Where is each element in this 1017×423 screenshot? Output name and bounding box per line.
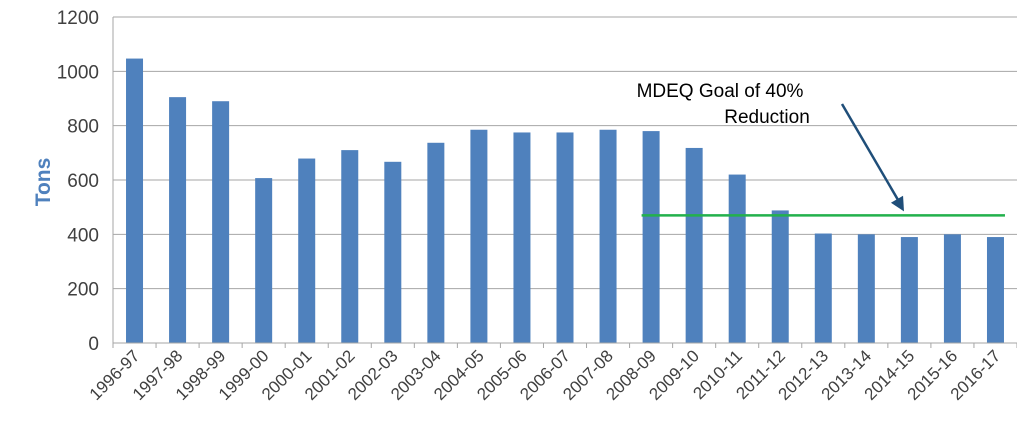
- bar: [427, 142, 445, 343]
- bar: [728, 174, 746, 343]
- x-tick-labels: 1996-971997-981998-991999-002000-012001-…: [86, 346, 1005, 404]
- y-tick-label: 600: [67, 171, 99, 192]
- y-tick-label: 0: [88, 334, 99, 355]
- y-tick-label: 400: [67, 225, 99, 246]
- annotation-line-1: MDEQ Goal of 40%: [637, 81, 804, 102]
- bar: [384, 161, 402, 343]
- y-axis-title: Tons: [32, 158, 55, 207]
- bar: [298, 158, 316, 343]
- bar: [212, 101, 230, 343]
- y-tick-label: 200: [67, 280, 99, 301]
- y-tick-label: 1200: [57, 8, 99, 29]
- bar: [900, 237, 918, 343]
- annotation-arrow: [840, 103, 902, 204]
- bar: [126, 58, 144, 343]
- y-tick-labels: 0 200 400 600 800 1000 1200: [57, 8, 99, 355]
- bar: [814, 233, 832, 343]
- bar: [169, 97, 187, 344]
- y-tick-label: 800: [67, 117, 99, 138]
- bar: [255, 178, 273, 343]
- annotation-line-2: Reduction: [724, 107, 810, 128]
- axes: [112, 17, 1017, 348]
- bar: [943, 234, 961, 343]
- bar: [599, 129, 617, 343]
- bar: [685, 147, 703, 343]
- bar: [341, 150, 359, 343]
- annotation-arrowhead: [890, 195, 904, 212]
- bar: [986, 237, 1004, 343]
- bar: [513, 132, 531, 343]
- bar: [642, 131, 660, 343]
- y-tick-label: 1000: [57, 62, 99, 83]
- goal-line-group: [641, 103, 1005, 217]
- bar: [857, 234, 875, 343]
- bar: [771, 210, 789, 343]
- bars: [126, 58, 1004, 344]
- bar: [556, 132, 574, 343]
- bar: [470, 129, 488, 343]
